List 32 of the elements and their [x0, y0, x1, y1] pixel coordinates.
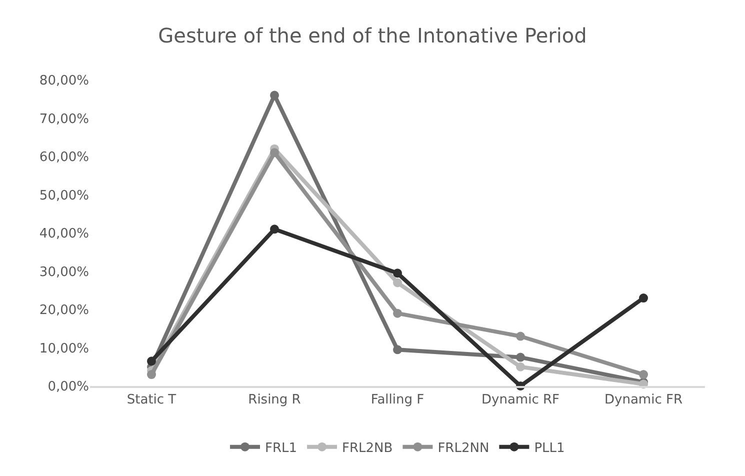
legend-label: FRL1: [265, 440, 298, 456]
y-tick-label: 20,00%: [39, 303, 89, 318]
y-tick-label: 40,00%: [39, 226, 89, 242]
point: [147, 356, 156, 366]
y-tick-label: 30,00%: [39, 264, 89, 280]
y-tick-label: 80,00%: [39, 74, 89, 89]
x-tick-label: Falling F: [370, 392, 424, 408]
legend-label: FRL2NB: [342, 440, 393, 456]
point: [516, 362, 525, 372]
point: [393, 278, 402, 288]
point: [393, 345, 402, 354]
y-tick-label: 0,00%: [48, 380, 89, 395]
point: [393, 308, 402, 318]
point: [516, 332, 525, 341]
x-tick-label: Dynamic FR: [604, 392, 682, 408]
point: [270, 148, 279, 158]
x-tick-label: Dynamic RF: [482, 392, 560, 408]
x-tick-label: Static T: [126, 392, 176, 408]
y-tick-label: 10,00%: [39, 341, 89, 356]
point: [147, 370, 156, 380]
legend-label: PLL1: [534, 440, 565, 456]
legend-label: FRL2NN: [438, 440, 490, 456]
point: [639, 294, 648, 303]
point: [639, 370, 648, 380]
y-tick-label: 50,00%: [39, 188, 89, 204]
y-tick-label: 60,00%: [39, 150, 89, 166]
chart-title: Gesture of the end of the Intonative Period: [158, 24, 587, 48]
x-tick-label: Rising R: [248, 392, 301, 408]
point: [393, 268, 402, 278]
y-tick-label: 70,00%: [39, 112, 89, 127]
point: [516, 352, 525, 362]
point: [270, 224, 279, 234]
